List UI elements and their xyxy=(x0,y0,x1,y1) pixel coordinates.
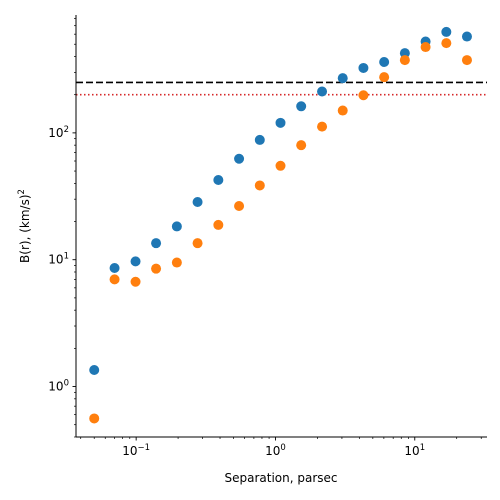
series-2-point xyxy=(275,160,286,171)
series-2-point xyxy=(130,276,141,287)
y-axis-label-main: B(r), (km/s) xyxy=(18,194,32,262)
series-2-point xyxy=(337,105,348,116)
series-1-point xyxy=(337,73,348,84)
series-2-point xyxy=(171,257,182,268)
y-tick-label: 102 xyxy=(48,125,69,140)
y-tick-label: 100 xyxy=(48,379,69,394)
series-2-point xyxy=(192,238,203,249)
ticks: 10−1 100 101 100 101 102 xyxy=(48,17,482,458)
series-2-point xyxy=(213,219,224,230)
series-2-point xyxy=(461,55,472,66)
series-1-point xyxy=(358,62,369,73)
x-tick-label: 101 xyxy=(404,443,425,458)
series-1-point xyxy=(317,86,328,97)
plot-area xyxy=(76,26,487,424)
x-axis-label: Separation, parsec xyxy=(224,471,337,485)
series-1-point xyxy=(130,256,141,267)
y-axis-label: B(r), (km/s)2 xyxy=(17,189,32,263)
series-2-point xyxy=(151,263,162,274)
y-tick-label: 101 xyxy=(48,252,69,267)
series-2-point xyxy=(317,121,328,132)
series-2-point xyxy=(234,201,245,212)
series-2-point xyxy=(420,42,431,53)
series-1-point xyxy=(254,134,265,145)
series-1-point xyxy=(151,238,162,249)
series-2-point xyxy=(254,180,265,191)
series-2-point xyxy=(441,38,452,49)
series-2-point xyxy=(358,90,369,101)
series-1-point xyxy=(171,221,182,232)
series-1-point xyxy=(399,48,410,59)
series-2-point xyxy=(109,274,120,285)
x-tick-label: 100 xyxy=(265,443,286,458)
series-1-point xyxy=(296,101,307,112)
series-1-point xyxy=(441,26,452,37)
series-2-point xyxy=(379,72,390,83)
x-tick-label: 10−1 xyxy=(122,443,150,458)
series-1-point xyxy=(275,117,286,128)
series-1-point xyxy=(213,175,224,186)
series-1-point xyxy=(461,31,472,42)
series-1-point xyxy=(109,263,120,274)
series-1-point xyxy=(234,153,245,164)
series-2-point xyxy=(399,55,410,66)
series-1-point xyxy=(192,197,203,208)
series-1-point xyxy=(89,365,100,376)
y-axis-label-exp: 2 xyxy=(17,189,27,194)
series-2-point xyxy=(89,413,100,424)
series-1-point xyxy=(379,57,390,68)
series-2-point xyxy=(296,140,307,151)
